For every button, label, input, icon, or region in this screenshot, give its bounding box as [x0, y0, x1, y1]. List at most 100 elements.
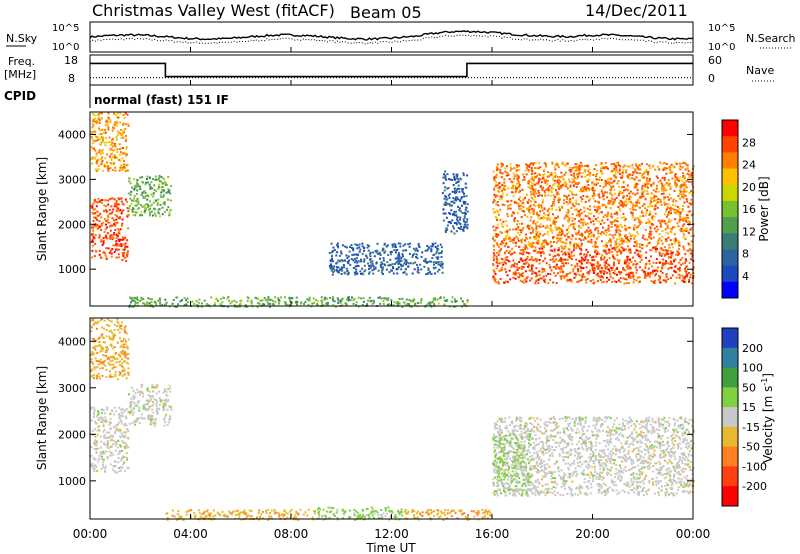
- heatmap-cell: [612, 185, 615, 188]
- heatmap-cell: [517, 164, 520, 167]
- heatmap-cell: [645, 222, 648, 225]
- heatmap-cell: [164, 303, 167, 306]
- heatmap-cell: [665, 215, 668, 218]
- heatmap-cell: [646, 163, 648, 166]
- heatmap-cell: [569, 184, 572, 187]
- heatmap-cell: [648, 275, 651, 278]
- heatmap-cell: [95, 152, 98, 155]
- heatmap-cell: [452, 213, 454, 216]
- heatmap-cell: [115, 218, 118, 221]
- heatmap-cell: [226, 305, 229, 308]
- heatmap-cell: [165, 191, 168, 194]
- heatmap-cell: [553, 250, 556, 253]
- heatmap-cell: [466, 223, 469, 226]
- heatmap-cell: [146, 198, 149, 201]
- heatmap-cell: [135, 186, 138, 188]
- heatmap-cell: [337, 299, 340, 302]
- heatmap-cell: [651, 218, 654, 221]
- heatmap-cell: [623, 224, 626, 227]
- heatmap-cell: [412, 299, 415, 302]
- heatmap-cell: [688, 261, 691, 264]
- heatmap-cell: [558, 187, 561, 190]
- heatmap-cell: [582, 238, 585, 241]
- heatmap-cell: [613, 201, 616, 204]
- heatmap-cell: [572, 175, 575, 178]
- heatmap-cell: [501, 188, 504, 191]
- heatmap-cell: [567, 227, 570, 230]
- heatmap-cell: [101, 455, 103, 458]
- heatmap-cell: [640, 174, 643, 177]
- heatmap-cell: [109, 234, 112, 237]
- heatmap-cell: [203, 299, 206, 302]
- heatmap-cell: [134, 423, 137, 426]
- heatmap-cell: [665, 275, 668, 278]
- heatmap-cell: [605, 180, 608, 183]
- heatmap-cell: [335, 269, 338, 272]
- heatmap-cell: [624, 188, 627, 191]
- heatmap-cell: [633, 184, 636, 187]
- heatmap-cell: [528, 206, 531, 209]
- heatmap-cell: [436, 250, 439, 253]
- heatmap-cell: [356, 272, 359, 275]
- heatmap-cell: [357, 265, 360, 267]
- heatmap-cell: [104, 144, 107, 147]
- heatmap-cell: [553, 165, 556, 168]
- heatmap-cell: [432, 261, 435, 264]
- heatmap-cell: [604, 251, 607, 254]
- heatmap-cell: [640, 211, 643, 214]
- heatmap-cell: [550, 186, 553, 189]
- heatmap-cell: [330, 254, 333, 257]
- heatmap-cell: [618, 248, 621, 251]
- heatmap-cell: [335, 262, 338, 265]
- heatmap-cell: [521, 280, 524, 283]
- heatmap-cell: [427, 272, 430, 275]
- heatmap-cell: [496, 226, 499, 229]
- heatmap-cell: [462, 220, 465, 223]
- heatmap-cell: [396, 301, 399, 304]
- heatmap-cell: [661, 271, 664, 274]
- heatmap-cell: [494, 195, 497, 198]
- heatmap-cell: [515, 201, 517, 204]
- heatmap-cell: [377, 296, 380, 299]
- heatmap-cell: [465, 195, 468, 198]
- heatmap-cell: [530, 269, 533, 272]
- heatmap-cell: [104, 228, 107, 231]
- heatmap-cell: [570, 169, 573, 172]
- heatmap-cell: [99, 446, 102, 449]
- heatmap-cell: [587, 184, 590, 186]
- heatmap-cell: [388, 304, 391, 307]
- heatmap-cell: [423, 265, 426, 268]
- heatmap-cell: [142, 195, 145, 198]
- heatmap-cell: [123, 373, 126, 376]
- heatmap-cell: [647, 173, 649, 176]
- heatmap-cell: [411, 272, 414, 275]
- heatmap-cell: [427, 267, 430, 270]
- heatmap-cell: [143, 190, 146, 193]
- heatmap-cell: [575, 243, 578, 245]
- heatmap-cell: [556, 215, 559, 218]
- heatmap-cell: [558, 179, 561, 181]
- heatmap-cell: [445, 203, 447, 206]
- heatmap-cell: [157, 211, 160, 214]
- heatmap-cell: [562, 224, 565, 227]
- heatmap-cell: [222, 296, 225, 299]
- heatmap-cell: [543, 268, 546, 271]
- heatmap-cell: [95, 154, 98, 157]
- heatmap-cell: [151, 408, 154, 411]
- heatmap-cell: [540, 217, 543, 220]
- heatmap-cell: [625, 241, 628, 244]
- heatmap-cell: [402, 264, 404, 267]
- heatmap-cell: [97, 127, 100, 130]
- heatmap-cell: [400, 259, 403, 262]
- heatmap-cell: [669, 260, 672, 263]
- heatmap-cell: [154, 398, 157, 401]
- heatmap-cell: [685, 190, 688, 193]
- heatmap-cell: [556, 162, 559, 165]
- heatmap-cell: [121, 166, 124, 169]
- heatmap-cell: [509, 203, 512, 206]
- heatmap-cell: [460, 196, 463, 199]
- heatmap-cell: [98, 133, 101, 136]
- heatmap-cell: [549, 278, 552, 281]
- heatmap-cell: [584, 170, 586, 173]
- heatmap-cell: [120, 137, 123, 139]
